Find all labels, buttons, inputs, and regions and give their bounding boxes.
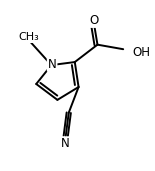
Text: N: N bbox=[61, 137, 70, 150]
Text: O: O bbox=[90, 14, 99, 27]
Text: CH₃: CH₃ bbox=[18, 32, 39, 42]
Text: OH: OH bbox=[132, 46, 150, 59]
Text: N: N bbox=[48, 58, 56, 71]
